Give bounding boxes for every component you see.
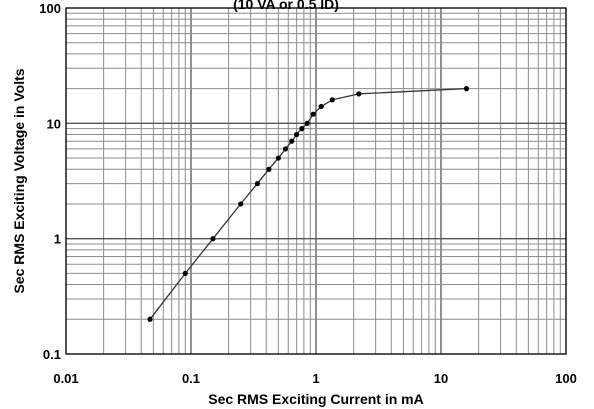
plot-frame bbox=[65, 7, 567, 355]
data-point bbox=[238, 201, 244, 207]
data-point bbox=[289, 138, 295, 144]
data-point bbox=[463, 86, 470, 92]
chart-title: (10 VA or 0.5 ID) bbox=[233, 0, 339, 12]
data-point bbox=[299, 126, 305, 132]
y-tick-label: 10 bbox=[47, 116, 61, 131]
data-point bbox=[318, 103, 324, 110]
data-point bbox=[182, 270, 188, 276]
data-point bbox=[275, 155, 281, 161]
data-point bbox=[147, 316, 153, 322]
data-point bbox=[310, 111, 316, 117]
x-tick-label: 0.1 bbox=[182, 371, 200, 386]
y-axis-title: Sec RMS Exciting Voltage in Volts bbox=[11, 68, 27, 293]
data-point bbox=[210, 236, 216, 242]
data-point bbox=[266, 166, 272, 172]
x-tick-label: 0.01 bbox=[53, 371, 78, 386]
data-point bbox=[329, 97, 335, 103]
y-tick-label: 100 bbox=[39, 1, 61, 16]
grid bbox=[65, 7, 567, 355]
data-point bbox=[254, 181, 261, 187]
x-tick-label: 100 bbox=[555, 371, 577, 386]
y-tick-label: 1 bbox=[54, 232, 61, 247]
data-point bbox=[294, 131, 300, 138]
data-point bbox=[282, 146, 289, 152]
y-tick-label: 0.1 bbox=[43, 347, 61, 362]
x-axis-title: Sec RMS Exciting Current in mA bbox=[208, 391, 423, 407]
data-point bbox=[356, 91, 362, 97]
data-point bbox=[304, 120, 310, 126]
tick-labels: 0.01 0.1 1 10 100 0.1 1 10 100 bbox=[39, 1, 577, 386]
series-layer bbox=[147, 86, 470, 322]
x-tick-label: 10 bbox=[434, 371, 448, 386]
x-tick-label: 1 bbox=[312, 371, 319, 386]
